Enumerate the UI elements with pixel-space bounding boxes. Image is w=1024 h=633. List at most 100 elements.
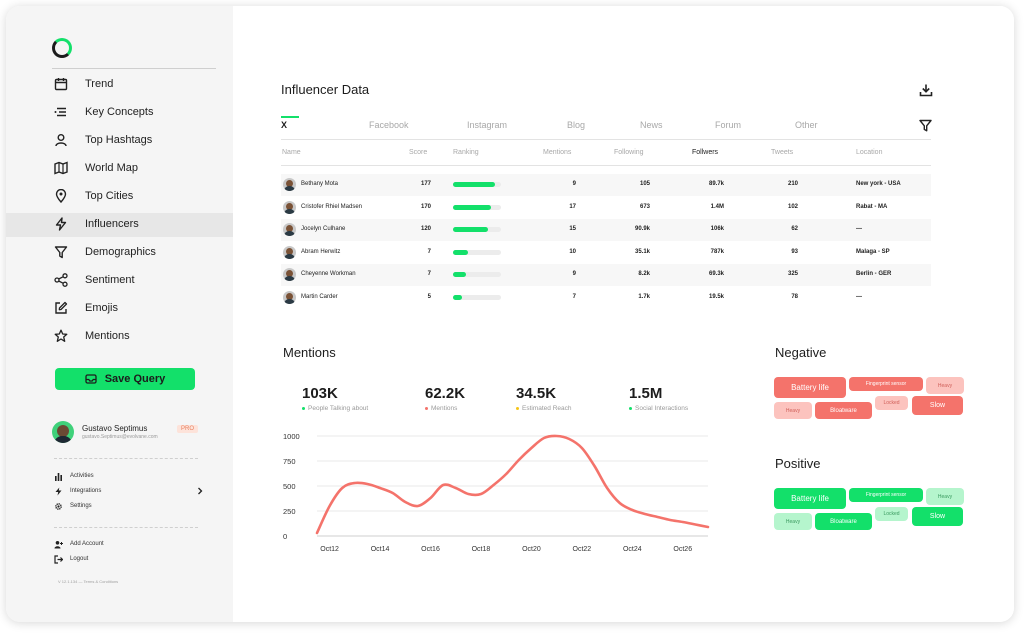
positive-tag[interactable]: Slow	[912, 507, 963, 526]
cell-mentions: 9	[572, 181, 576, 187]
negative-tag[interactable]: Bloatware	[815, 402, 872, 419]
sidebar-item-top-hashtags[interactable]: Top Hashtags	[6, 129, 233, 153]
x-tick-label: Oct20	[522, 546, 541, 553]
tab-news[interactable]: News	[640, 120, 663, 130]
logout-link[interactable]: Logout	[54, 553, 88, 565]
activities-link[interactable]: Activities	[54, 470, 94, 482]
settings-link[interactable]: Settings	[54, 500, 92, 512]
sidebar-item-label: Influencers	[85, 218, 139, 230]
influencer-name[interactable]: Martin Carder	[301, 294, 338, 300]
tab-facebook[interactable]: Facebook	[369, 120, 409, 130]
column-header[interactable]: Name	[282, 149, 301, 156]
download-icon[interactable]	[919, 83, 933, 97]
sidebar-item-top-cities[interactable]: Top Cities	[6, 185, 233, 209]
column-header[interactable]: Following	[614, 149, 644, 156]
page-title: Influencer Data	[281, 82, 370, 97]
influencer-name[interactable]: Jocelyn Culhane	[301, 226, 346, 233]
table-row[interactable]: Martin Carder 5 7 1.7k 19.5k 78 —	[281, 287, 931, 309]
avatar[interactable]	[52, 421, 74, 443]
activities-label: Activities	[70, 473, 94, 479]
negative-tag[interactable]: Slow	[912, 396, 963, 415]
table-row[interactable]: Jocelyn Culhane 120 15 90.9k 106k 62 —	[281, 219, 931, 242]
sidebar-item-label: Top Hashtags	[85, 134, 153, 146]
column-header[interactable]: Mentions	[543, 149, 572, 156]
filter-icon[interactable]	[919, 119, 932, 132]
sidebar-item-world-map[interactable]: World Map	[6, 157, 233, 181]
sidebar-item-key-concepts[interactable]: Key Concepts	[6, 101, 233, 125]
cell-following: 90.9k	[634, 226, 650, 233]
sidebar-item-trend[interactable]: Trend	[6, 73, 233, 97]
column-header[interactable]: Follwers	[692, 149, 719, 156]
tab-instagram[interactable]: Instagram	[467, 120, 508, 130]
positive-tag[interactable]: Bloatware	[815, 513, 872, 530]
x-tick-label: Oct18	[472, 546, 491, 553]
stat-mentions: 62.2K Mentions	[425, 385, 465, 412]
cell-following: 105	[639, 181, 650, 187]
stat-label: Social Interactions	[635, 405, 689, 412]
influencer-name[interactable]: Cheyenne Workman	[301, 271, 356, 278]
influencer-name[interactable]: Abram Herwitz	[301, 248, 341, 255]
table-row[interactable]: Cristofer Rhiel Madsen 170 17 673 1.4M 102 Rab…	[281, 197, 931, 219]
column-header[interactable]: Score	[409, 149, 428, 156]
lightning-icon	[54, 217, 68, 231]
cell-tweets: 102	[787, 203, 798, 210]
cell-followers: 19.5k	[708, 294, 724, 300]
sidebar-item-demographics[interactable]: Demographics	[6, 241, 233, 265]
cell-score: 120	[420, 226, 431, 233]
column-header[interactable]: Tweets	[771, 149, 794, 156]
save-query-button[interactable]: Save Query	[55, 368, 195, 390]
cell-followers: 69.3k	[708, 271, 724, 278]
user-icon	[54, 133, 68, 147]
integrations-link[interactable]: Integrations	[54, 485, 101, 497]
cell-following: 673	[639, 203, 650, 210]
mentions-title: Mentions	[283, 345, 336, 360]
positive-tag[interactable]: Locked	[875, 507, 908, 521]
positive-tag[interactable]: Battery life	[774, 488, 846, 509]
stat-social-interactions: 1.5M Social Interactions	[629, 385, 688, 412]
sidebar-item-influencers[interactable]: Influencers	[6, 213, 233, 237]
lightning-icon	[55, 487, 62, 495]
tab-blog[interactable]: Blog	[567, 120, 586, 130]
ranking-bar-fill	[453, 272, 467, 278]
table-row[interactable]: Abram Herwitz 7 10 35.1k 787k 93 Malaga - SP	[281, 242, 931, 264]
sidebar-item-label: World Map	[85, 162, 138, 174]
active-tab-indicator	[281, 116, 299, 118]
ranking-bar	[453, 249, 501, 255]
main-content: Influencer Data X Facebook Instagram Blo…	[233, 6, 1014, 622]
sidebar-item-sentiment[interactable]: Sentiment	[6, 269, 233, 293]
y-tick-label: 750	[283, 457, 296, 466]
cell-score: 7	[427, 271, 431, 278]
ranking-bar	[453, 227, 501, 233]
stat-label: Estimated Reach	[522, 405, 572, 412]
source-tabs: X Facebook Instagram Blog News Forum Oth…	[281, 114, 931, 140]
table-row[interactable]: Cheyenne Workman 7 9 8.2k 69.3k 325 Berlin - G…	[281, 264, 931, 287]
tab-other[interactable]: Other	[795, 120, 818, 130]
negative-tag[interactable]: Fingerprint sensor	[849, 377, 923, 391]
positive-tag[interactable]: Heavy	[926, 488, 964, 505]
influencer-name[interactable]: Bethany Mota	[301, 181, 339, 187]
stat-people-talking: 103K People Talking about	[302, 385, 368, 412]
sidebar-item-emojis[interactable]: Emojis	[6, 297, 233, 321]
negative-tag[interactable]: Locked	[875, 396, 908, 410]
sidebar-item-mentions[interactable]: Mentions	[6, 325, 233, 349]
negative-tag[interactable]: Heavy	[774, 402, 812, 419]
column-header[interactable]: Location	[856, 149, 883, 156]
influencer-name[interactable]: Cristofer Rhiel Madsen	[301, 203, 363, 210]
ranking-bar-fill	[453, 204, 492, 210]
positive-tag[interactable]: Heavy	[774, 513, 812, 530]
column-header[interactable]: Ranking	[453, 149, 479, 156]
negative-tag[interactable]: Heavy	[926, 377, 964, 394]
negative-tag[interactable]: Battery life	[774, 377, 846, 398]
tab-x[interactable]: X	[281, 120, 288, 130]
table-row[interactable]: Bethany Mota 177 9 105 89.7k 210 New york - US…	[281, 174, 931, 196]
status-dot	[425, 407, 428, 410]
cell-location: Berlin - GER	[856, 271, 892, 278]
positive-tag[interactable]: Fingerprint sensor	[849, 488, 923, 502]
location-pin-icon	[54, 189, 68, 203]
user-name: Gustavo Septimus	[82, 424, 148, 433]
cell-location: Malaga - SP	[856, 248, 890, 255]
add-account-link[interactable]: Add Account	[54, 538, 104, 550]
mentions-series-line	[315, 434, 710, 535]
chevron-right-icon[interactable]	[197, 487, 203, 495]
tab-forum[interactable]: Forum	[715, 120, 742, 130]
